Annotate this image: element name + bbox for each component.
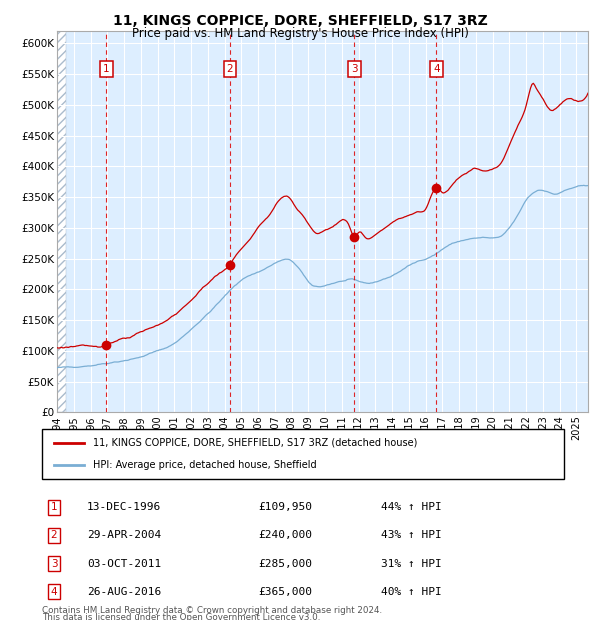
Text: 2: 2 (50, 530, 58, 541)
Text: Contains HM Land Registry data © Crown copyright and database right 2024.: Contains HM Land Registry data © Crown c… (42, 606, 382, 616)
Text: 4: 4 (433, 64, 440, 74)
Text: 2: 2 (227, 64, 233, 74)
Text: £240,000: £240,000 (258, 530, 312, 541)
Text: HPI: Average price, detached house, Sheffield: HPI: Average price, detached house, Shef… (93, 460, 317, 470)
Text: 3: 3 (351, 64, 358, 74)
FancyBboxPatch shape (42, 428, 564, 479)
Text: 1: 1 (103, 64, 110, 74)
Text: 40% ↑ HPI: 40% ↑ HPI (381, 587, 442, 597)
Text: 44% ↑ HPI: 44% ↑ HPI (381, 502, 442, 512)
Text: 29-APR-2004: 29-APR-2004 (87, 530, 161, 541)
Text: Price paid vs. HM Land Registry's House Price Index (HPI): Price paid vs. HM Land Registry's House … (131, 27, 469, 40)
Text: 4: 4 (50, 587, 58, 597)
Text: 26-AUG-2016: 26-AUG-2016 (87, 587, 161, 597)
Text: 03-OCT-2011: 03-OCT-2011 (87, 559, 161, 569)
Text: £285,000: £285,000 (258, 559, 312, 569)
Text: This data is licensed under the Open Government Licence v3.0.: This data is licensed under the Open Gov… (42, 613, 320, 620)
Text: 1: 1 (50, 502, 58, 512)
Text: 11, KINGS COPPICE, DORE, SHEFFIELD, S17 3RZ (detached house): 11, KINGS COPPICE, DORE, SHEFFIELD, S17 … (93, 438, 418, 448)
Text: 43% ↑ HPI: 43% ↑ HPI (381, 530, 442, 541)
Text: £365,000: £365,000 (258, 587, 312, 597)
Text: 3: 3 (50, 559, 58, 569)
Text: 11, KINGS COPPICE, DORE, SHEFFIELD, S17 3RZ: 11, KINGS COPPICE, DORE, SHEFFIELD, S17 … (113, 14, 487, 28)
Text: 13-DEC-1996: 13-DEC-1996 (87, 502, 161, 512)
Text: £109,950: £109,950 (258, 502, 312, 512)
Text: 31% ↑ HPI: 31% ↑ HPI (381, 559, 442, 569)
